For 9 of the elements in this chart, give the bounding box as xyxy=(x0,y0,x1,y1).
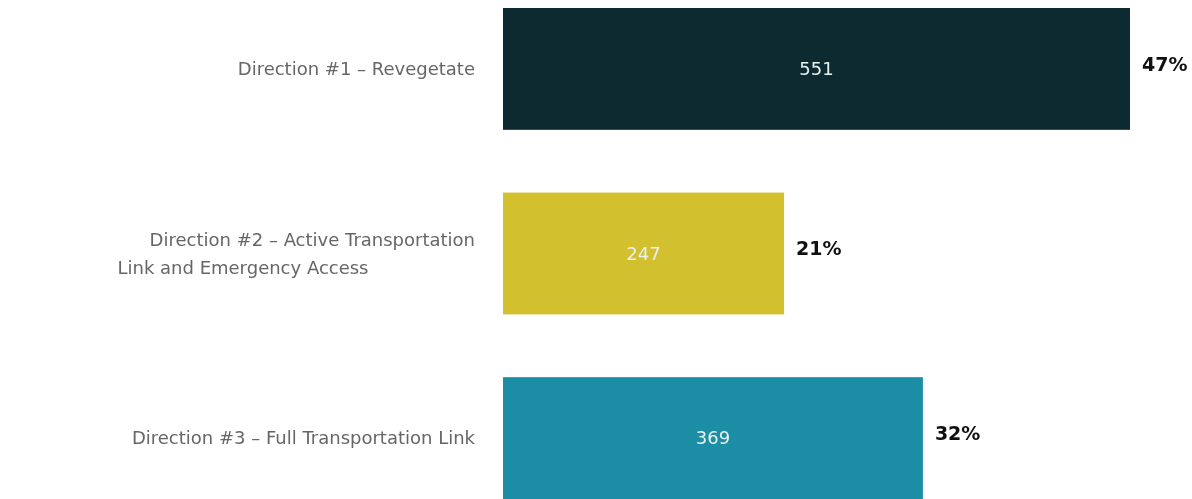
data-label: 551 xyxy=(799,58,834,80)
annotation: 32% xyxy=(934,421,981,444)
y-tick-label: Direction #3 – Full Transportation Link xyxy=(131,427,476,449)
data-label: 247 xyxy=(626,242,661,264)
annotation: 21% xyxy=(796,237,842,260)
y-tick-label: Direction #1 – Revegetate xyxy=(237,58,475,80)
y-tick-label: Direction #2 – Active Transportation Link and Emergency Access xyxy=(117,228,475,278)
data-label: 369 xyxy=(695,427,731,449)
annotation: 47% xyxy=(1142,52,1188,75)
